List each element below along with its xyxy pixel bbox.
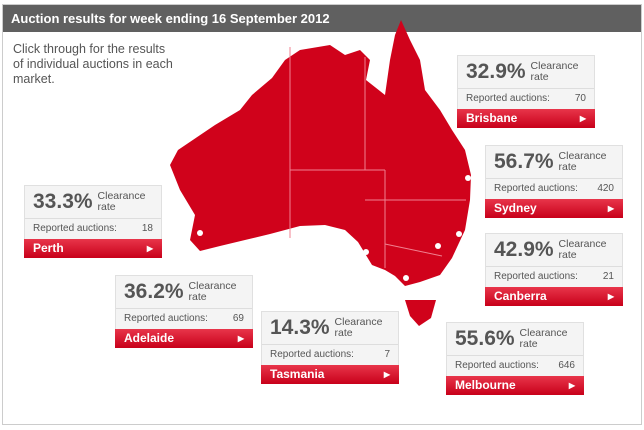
tasmania-shape[interactable] <box>405 300 436 326</box>
clearance-label: Clearance rate <box>97 190 146 213</box>
reported-count: 18 <box>141 223 153 234</box>
market-card-melbourne: 55.6% Clearance rate Reported auctions: 646 M… <box>446 322 584 395</box>
reported-count: 69 <box>232 313 244 324</box>
chevron-right-icon: ▶ <box>237 334 244 343</box>
reported-label: Reported auctions: <box>455 360 539 371</box>
stat-box: 33.3% Clearance rate Reported auctions: 18 <box>24 185 162 239</box>
market-button[interactable]: Brisbane ▶ <box>457 109 595 128</box>
reported-label: Reported auctions: <box>494 271 578 282</box>
reported-count: 420 <box>597 183 614 194</box>
market-button[interactable]: Adelaide ▶ <box>115 329 253 348</box>
clearance-rate: 33.3% <box>33 190 93 213</box>
clearance-label: Clearance rate <box>519 327 568 350</box>
intro-text: Click through for the results of individ… <box>13 42 173 86</box>
stat-box: 14.3% Clearance rate Reported auctions: 7 <box>261 311 399 365</box>
chevron-right-icon: ▶ <box>568 381 575 390</box>
reported-count: 70 <box>574 93 586 104</box>
mainland[interactable] <box>170 20 471 286</box>
clearance-rate: 32.9% <box>466 60 526 83</box>
reported-count: 646 <box>558 360 575 371</box>
clearance-rate: 42.9% <box>494 238 554 261</box>
clearance-label: Clearance rate <box>188 280 237 303</box>
stat-box: 36.2% Clearance rate Reported auctions: 69 <box>115 275 253 329</box>
market-card-tasmania: 14.3% Clearance rate Reported auctions: 7 Tas… <box>261 311 399 384</box>
market-button[interactable]: Melbourne ▶ <box>446 376 584 395</box>
reported-label: Reported auctions: <box>466 93 550 104</box>
reported-label: Reported auctions: <box>494 183 578 194</box>
market-card-perth: 33.3% Clearance rate Reported auctions: 18 Pe… <box>24 185 162 258</box>
market-button[interactable]: Perth ▶ <box>24 239 162 258</box>
clearance-rate: 55.6% <box>455 327 515 350</box>
clearance-rate: 56.7% <box>494 150 554 173</box>
reported-label: Reported auctions: <box>124 313 208 324</box>
widget-frame <box>2 4 642 425</box>
clearance-label: Clearance rate <box>558 150 607 173</box>
chevron-right-icon: ▶ <box>607 204 614 213</box>
clearance-rate: 36.2% <box>124 280 184 303</box>
market-card-brisbane: 32.9% Clearance rate Reported auctions: 70 Br… <box>457 55 595 128</box>
header-title: Auction results for week ending 16 Septe… <box>3 5 641 32</box>
market-card-canberra: 42.9% Clearance rate Reported auctions: 21 Ca… <box>485 233 623 306</box>
chevron-right-icon: ▶ <box>383 370 390 379</box>
market-card-sydney: 56.7% Clearance rate Reported auctions: 420 S… <box>485 145 623 218</box>
market-button[interactable]: Sydney ▶ <box>485 199 623 218</box>
stat-box: 42.9% Clearance rate Reported auctions: 21 <box>485 233 623 287</box>
reported-label: Reported auctions: <box>33 223 117 234</box>
chevron-right-icon: ▶ <box>579 114 586 123</box>
stat-box: 32.9% Clearance rate Reported auctions: 70 <box>457 55 595 109</box>
reported-count: 7 <box>384 349 390 360</box>
reported-label: Reported auctions: <box>270 349 354 360</box>
clearance-rate: 14.3% <box>270 316 330 339</box>
stat-box: 55.6% Clearance rate Reported auctions: 646 <box>446 322 584 376</box>
clearance-label: Clearance rate <box>558 238 607 261</box>
chevron-right-icon: ▶ <box>146 244 153 253</box>
market-button[interactable]: Canberra ▶ <box>485 287 623 306</box>
stat-box: 56.7% Clearance rate Reported auctions: 420 <box>485 145 623 199</box>
clearance-label: Clearance rate <box>334 316 383 339</box>
state-borders <box>289 47 466 268</box>
market-card-adelaide: 36.2% Clearance rate Reported auctions: 69 Ad… <box>115 275 253 348</box>
chevron-right-icon: ▶ <box>607 292 614 301</box>
clearance-label: Clearance rate <box>530 60 579 83</box>
reported-count: 21 <box>602 271 614 282</box>
market-button[interactable]: Tasmania ▶ <box>261 365 399 384</box>
